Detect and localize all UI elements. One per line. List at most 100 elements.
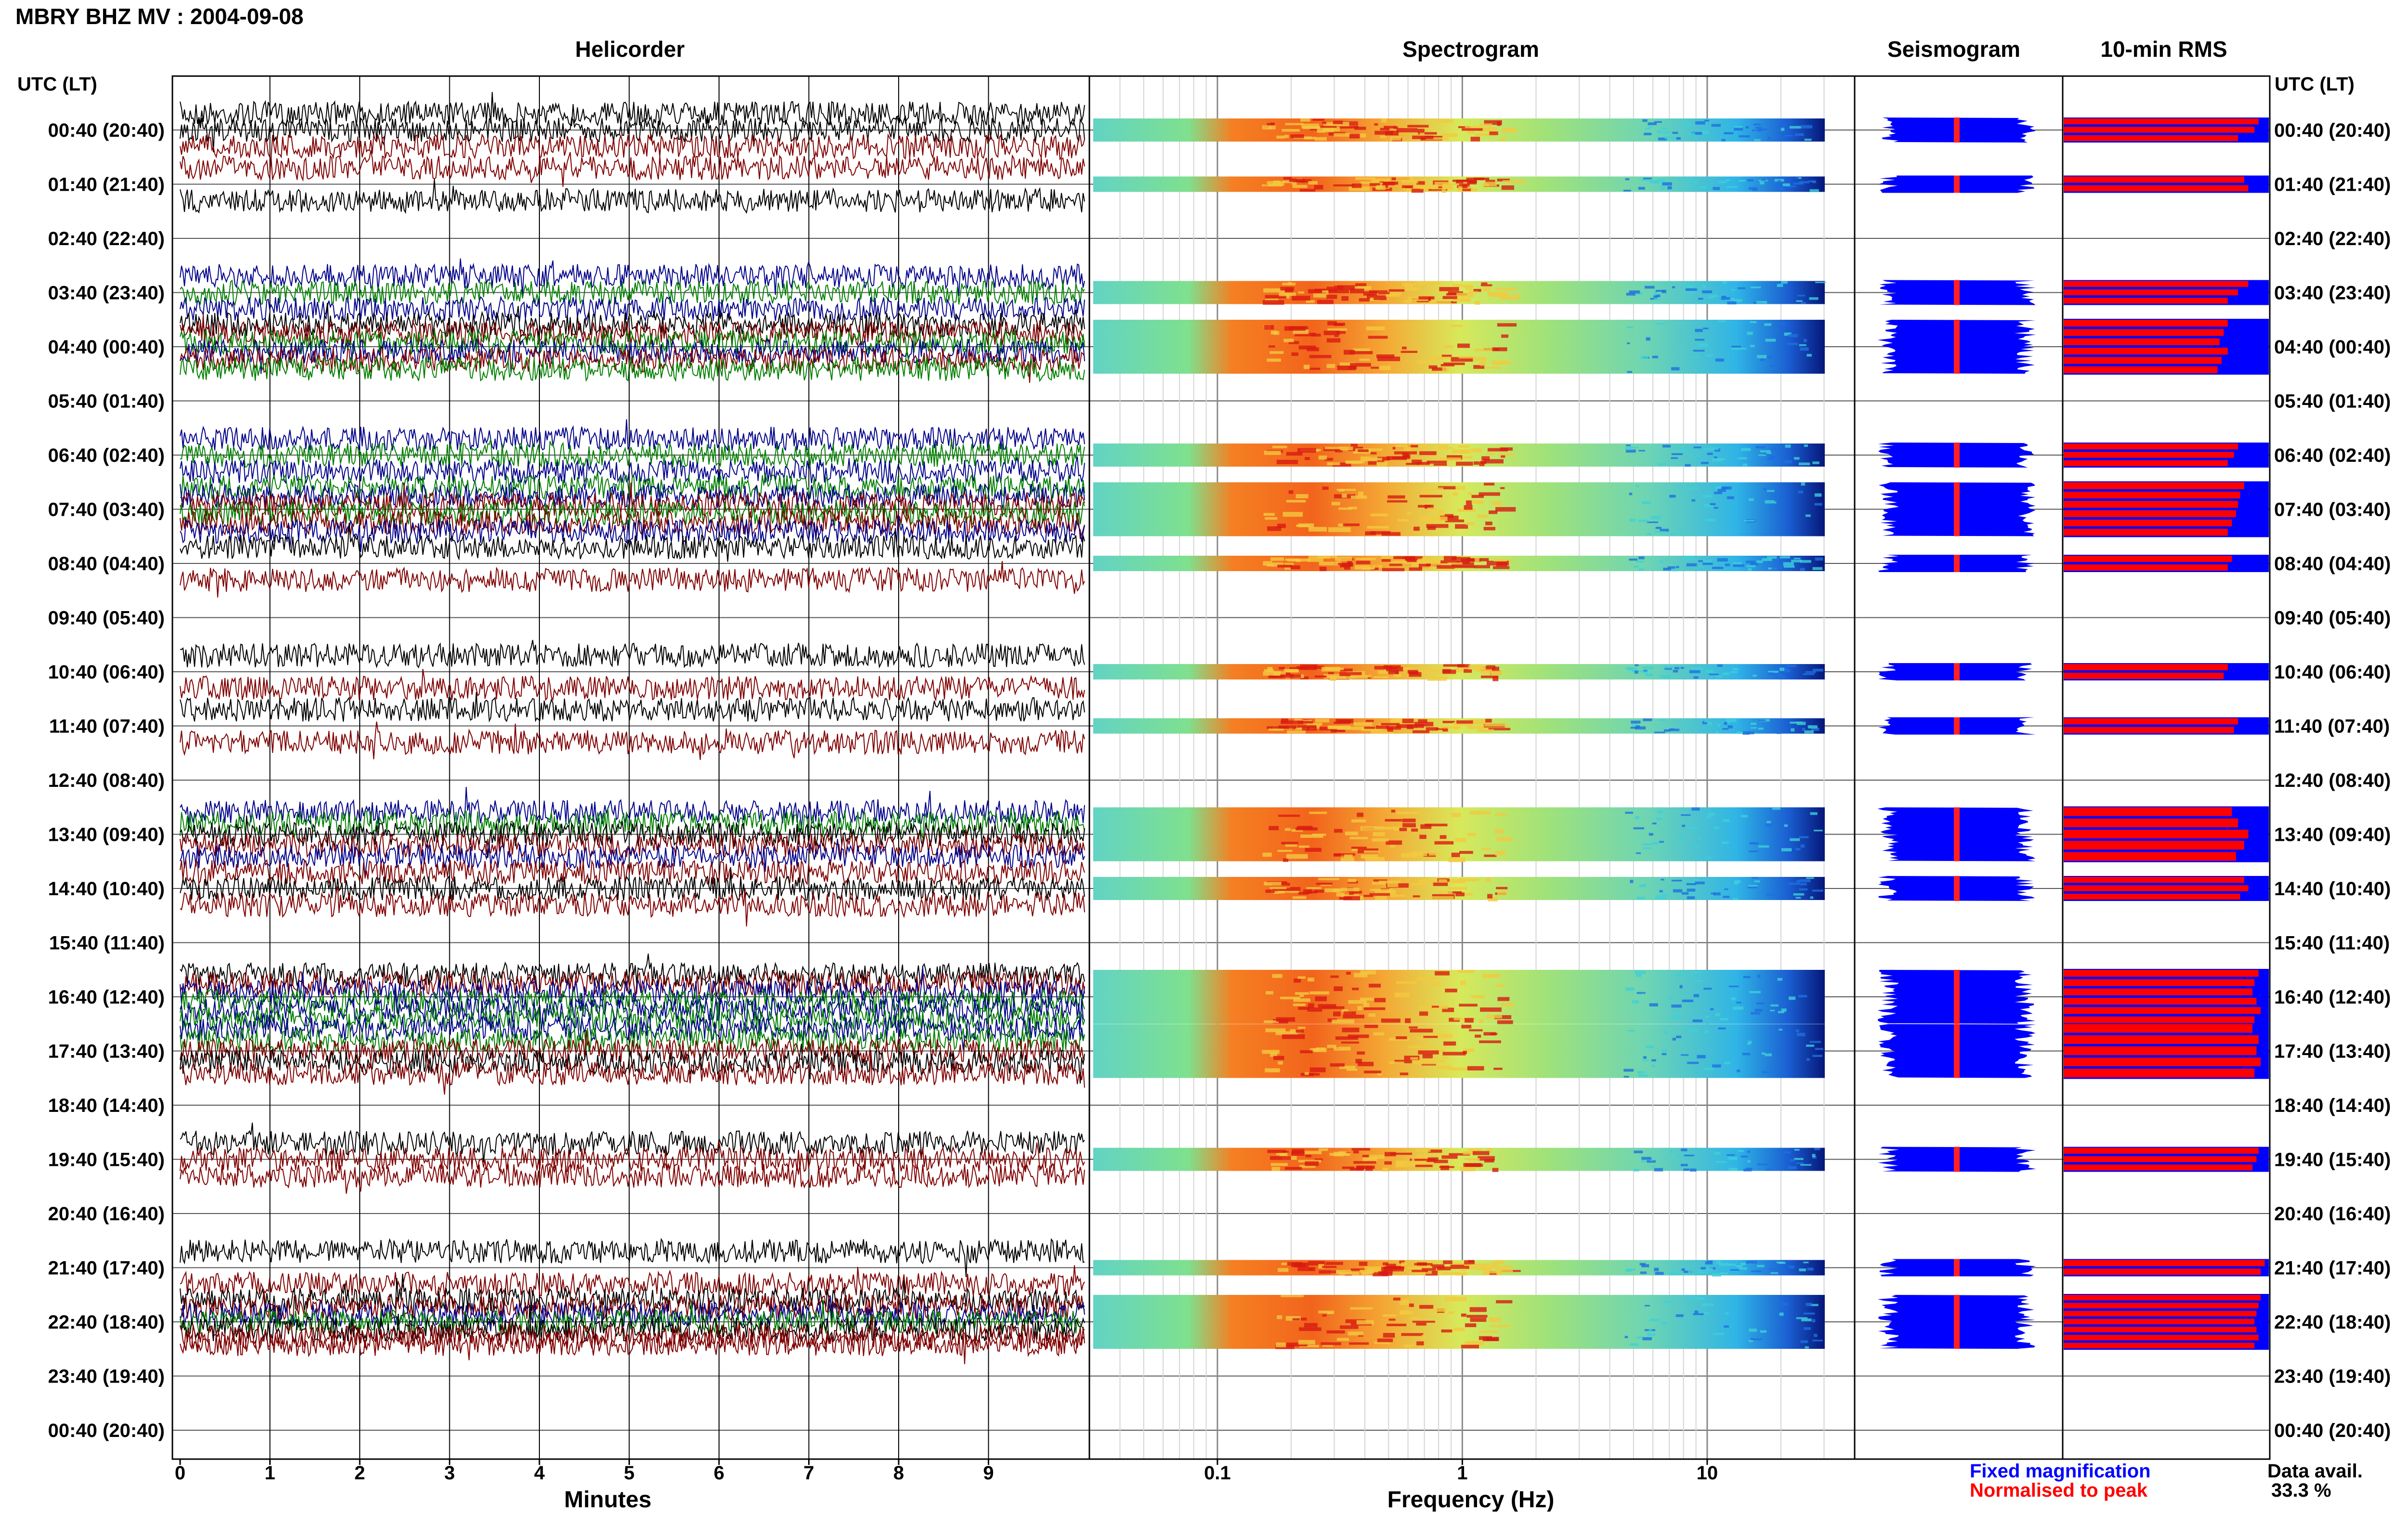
spectrogram-speckle	[1299, 994, 1304, 997]
spectrogram-speckle	[1288, 341, 1299, 344]
helicorder-trace	[180, 1238, 1085, 1277]
spectrogram-speckle	[1647, 1160, 1656, 1163]
rms-normalised-bar	[2064, 852, 2236, 861]
spectrogram-speckle	[1701, 1267, 1706, 1270]
spectrogram-speckle	[1673, 670, 1678, 673]
spectrogram-speckle	[1378, 292, 1390, 295]
spectrogram-speckle	[1302, 727, 1309, 731]
spectrogram-speckle	[1672, 1009, 1679, 1012]
spectrogram-speckle	[1264, 450, 1281, 455]
spectrogram-speckle	[1396, 724, 1417, 728]
spectrogram-speckle	[1409, 567, 1423, 571]
spectrogram-speckle	[1297, 721, 1313, 724]
spectrogram-speckle	[1411, 188, 1424, 193]
spectrogram-speckle	[1269, 826, 1279, 831]
helicorder-tick-label: 0	[175, 1462, 185, 1484]
spectrogram-speckle	[1464, 505, 1473, 510]
spectrogram-speckle	[1486, 877, 1491, 882]
spectrogram-speckle	[1776, 187, 1784, 190]
spectrogram-speckle	[1811, 728, 1819, 731]
seismogram-center	[1954, 807, 1960, 861]
spectrogram-speckle	[1373, 1032, 1385, 1036]
spectrogram-speckle	[1758, 454, 1767, 456]
spectrogram-speckle	[1320, 884, 1332, 886]
spectrogram-speckle	[1339, 668, 1353, 672]
spectrogram-speckle	[1468, 665, 1483, 670]
spectrogram-speckle	[1688, 1295, 1692, 1298]
spectrogram-speckle	[1463, 1048, 1475, 1052]
spectrogram-speckle	[1749, 1339, 1754, 1342]
helicorder-trace	[180, 419, 1085, 452]
row-label-right: 14:40 (10:40)	[2274, 878, 2391, 900]
helicorder-tick-label: 3	[444, 1462, 455, 1484]
seismogram-center	[1954, 1147, 1960, 1172]
spectrogram-speckle	[1412, 1269, 1428, 1272]
spectrogram-speckle	[1323, 124, 1333, 127]
helicorder-trace	[180, 338, 1085, 374]
spectrogram-speckle	[1784, 135, 1793, 137]
spectrogram-speckle	[1442, 133, 1458, 137]
spectrogram-speckle	[1323, 674, 1347, 679]
spectrogram-speckle	[1691, 132, 1702, 135]
spectrogram-speckle	[1724, 1325, 1729, 1328]
spectrogram-speckle	[1381, 1018, 1400, 1023]
spectrogram-speckle	[1354, 565, 1375, 570]
helicorder-trace	[180, 179, 1085, 214]
spectrogram-speckle	[1381, 723, 1400, 726]
spectrogram-speckle	[1719, 1263, 1729, 1266]
spectrogram-speckle	[1473, 365, 1485, 369]
spectrogram-speckle	[1750, 345, 1755, 347]
spectrogram-speckle	[1357, 1051, 1365, 1055]
spectrogram-speckle	[1271, 1167, 1280, 1171]
spectrogram-speckle	[1419, 451, 1437, 456]
spectrogram-speckle	[1495, 287, 1518, 290]
spectrogram-speckle	[1433, 882, 1448, 886]
spectrogram-speckle	[1423, 1036, 1438, 1038]
spectrogram-speckle	[1758, 128, 1767, 131]
spectrogram-speckle	[1355, 177, 1376, 180]
spectrogram-speckle	[1363, 1070, 1381, 1073]
spectrogram-speckle	[1642, 671, 1649, 674]
spectrogram-speckle	[1650, 1158, 1653, 1161]
spectrogram-speckle	[1372, 838, 1389, 842]
spectrogram-speckle	[1705, 1261, 1713, 1265]
spectrogram-speckle	[1339, 362, 1356, 366]
spectrogram-speckle	[1279, 666, 1285, 670]
rms-normalised-bar	[2064, 1260, 2265, 1266]
spectrogram-speckle	[1451, 562, 1474, 567]
spectrogram-speckle	[1266, 991, 1273, 995]
spectrogram-speckle	[1270, 330, 1277, 335]
spectrogram-speckle	[1400, 1310, 1413, 1315]
rms-normalised-bar	[2064, 1268, 2261, 1275]
spectrogram-speckle	[1273, 1056, 1284, 1060]
rms-normalised-bar	[2064, 893, 2240, 900]
spectrogram-speckle	[1492, 1168, 1499, 1172]
spectrogram-speckle	[1714, 492, 1722, 495]
spectrogram-speckle	[1307, 1007, 1322, 1012]
row-label-left: 07:40 (03:40)	[48, 499, 165, 521]
spectrogram-speckle	[1721, 139, 1726, 142]
spectrogram-speckle	[1490, 1337, 1499, 1341]
spectrogram-speckle	[1810, 896, 1814, 899]
spectrogram-speckle	[1680, 448, 1690, 451]
spectrogram-speckle	[1714, 507, 1718, 509]
spectrogram-speckle	[1298, 845, 1309, 848]
spectrogram-speckle	[1359, 358, 1370, 361]
spectrogram-speckle	[1716, 1260, 1721, 1264]
spectrogram-speckle	[1663, 1300, 1672, 1303]
rms-normalised-bar	[2064, 877, 2244, 883]
spectrogram-speckle	[1492, 293, 1504, 298]
spectrogram-speckle	[1646, 1045, 1654, 1048]
spectrogram-speckle	[1334, 1152, 1344, 1157]
spectrogram-speckle	[1638, 187, 1645, 190]
spectrogram-speckle	[1702, 1267, 1713, 1271]
spectrogram-speckle	[1374, 123, 1378, 126]
row-label-left: 12:40 (08:40)	[48, 770, 165, 791]
spectrogram-speckle	[1343, 1011, 1356, 1015]
rms-normalised-bar	[2064, 1024, 2252, 1033]
spectrogram-speckle	[1750, 727, 1757, 729]
spectrogram-speckle	[1291, 352, 1298, 356]
spectrogram-speckle	[1376, 354, 1395, 358]
spectrogram-speckle	[1705, 518, 1716, 522]
